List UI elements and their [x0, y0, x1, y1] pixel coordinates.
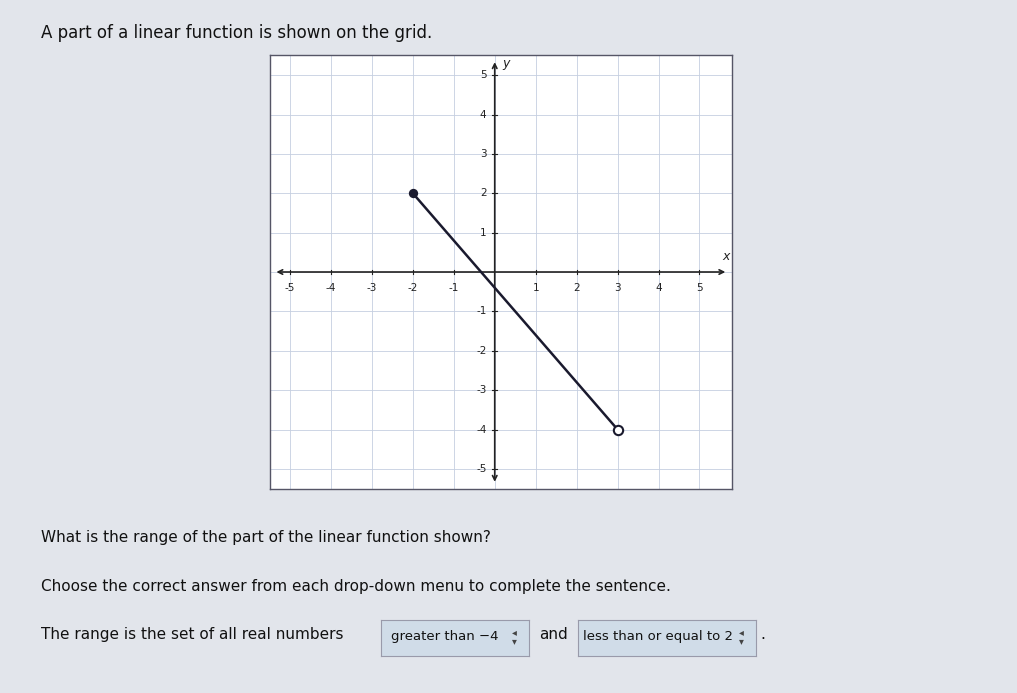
Text: -5: -5: [476, 464, 486, 474]
Text: -2: -2: [408, 283, 418, 293]
Text: ◂
▾: ◂ ▾: [512, 627, 517, 646]
Text: 4: 4: [655, 283, 662, 293]
Text: The range is the set of all real numbers: The range is the set of all real numbers: [41, 626, 343, 642]
Text: -1: -1: [476, 306, 486, 317]
Text: -3: -3: [476, 385, 486, 395]
Text: less than or equal to 2: less than or equal to 2: [583, 630, 732, 643]
Text: .: .: [761, 626, 766, 642]
Text: 5: 5: [697, 283, 703, 293]
Text: -4: -4: [325, 283, 336, 293]
Text: 2: 2: [574, 283, 580, 293]
Text: 1: 1: [532, 283, 539, 293]
Text: 5: 5: [480, 70, 486, 80]
Text: ◂
▾: ◂ ▾: [739, 627, 743, 646]
Text: 4: 4: [480, 109, 486, 119]
Text: 2: 2: [480, 188, 486, 198]
Text: y: y: [502, 58, 510, 71]
Text: A part of a linear function is shown on the grid.: A part of a linear function is shown on …: [41, 24, 432, 42]
Text: x: x: [723, 250, 730, 263]
Text: What is the range of the part of the linear function shown?: What is the range of the part of the lin…: [41, 530, 490, 545]
Text: 3: 3: [614, 283, 621, 293]
Text: -3: -3: [367, 283, 377, 293]
Text: 3: 3: [480, 149, 486, 159]
Text: and: and: [539, 626, 567, 642]
Text: -1: -1: [448, 283, 459, 293]
Point: [609, 424, 625, 435]
Text: 1: 1: [480, 227, 486, 238]
Text: -4: -4: [476, 425, 486, 435]
Text: Choose the correct answer from each drop-down menu to complete the sentence.: Choose the correct answer from each drop…: [41, 579, 670, 594]
Text: greater than −4: greater than −4: [391, 630, 498, 643]
Text: -5: -5: [285, 283, 295, 293]
Text: -2: -2: [476, 346, 486, 356]
Point: [405, 188, 421, 199]
